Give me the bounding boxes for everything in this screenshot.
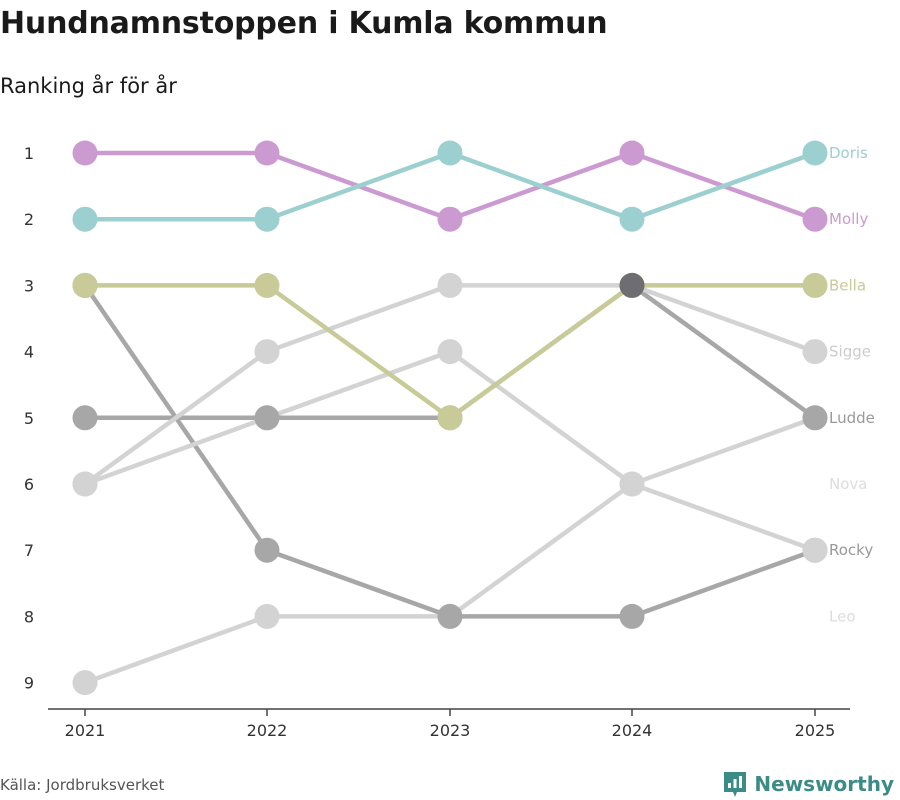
y-tick-label: 1 [24,144,34,163]
series-point-molly [619,140,645,166]
series-point-nova [619,471,645,497]
end-label-doris: Doris [829,144,868,162]
y-tick-label: 2 [24,210,34,229]
series-point-sigge [72,471,98,497]
series-point-bella [254,272,280,298]
x-tick-label: 2025 [795,721,836,740]
series-point-nova [437,339,463,365]
series-point-doris [254,206,280,232]
end-label-molly: Molly [829,210,868,228]
series-point-molly [437,206,463,232]
chart-title: Hundnamnstoppen i Kumla kommun [0,6,608,41]
series-point-ludde [72,405,98,431]
y-tick-label: 6 [24,475,34,494]
series-point-leo [254,603,280,629]
y-tick-label: 8 [24,607,34,626]
series-line-sigge [82,283,818,487]
source-note: Källa: Jordbruksverket [0,776,165,794]
series-point-sigge [437,272,463,298]
series-line-nova [82,349,818,553]
end-label-rocky: Rocky [829,541,873,559]
series-point-bella [72,272,98,298]
series-point-sigge [802,339,828,365]
series-point-doris [72,206,98,232]
y-tick-label: 7 [24,541,34,560]
chart-subtitle: Ranking år för år [0,74,177,98]
series-point-ludde [802,405,828,431]
series-point-nova [802,537,828,563]
end-label-sigge: Sigge [829,343,871,361]
series-point-bella [437,405,463,431]
end-label-leo: Leo [829,607,856,625]
y-tick-label: 3 [24,276,34,295]
series-point-rocky [619,603,645,629]
x-tick-label: 2024 [612,721,653,740]
y-tick-label: 4 [24,343,34,362]
series-point-molly [802,206,828,232]
y-tick-label: 5 [24,409,34,428]
end-label-nova: Nova [829,475,867,493]
series-point-doris [802,140,828,166]
series-point-rocky [254,537,280,563]
x-axis-ticks: 2021 2022 2023 2024 2025 [65,709,836,740]
series-point-rocky [437,603,463,629]
end-label-bella: Bella [829,276,866,294]
brand-logo[interactable]: Newsworthy [722,770,894,798]
overlap-point [619,272,645,298]
series-point-molly [72,140,98,166]
series-point-ludde [254,405,280,431]
series-point-doris [619,206,645,232]
x-tick-label: 2021 [65,721,106,740]
x-tick-label: 2022 [247,721,288,740]
y-axis-ticks: 1 2 3 4 5 6 7 8 9 [24,144,34,693]
series-point-molly [254,140,280,166]
series-point-leo [72,670,98,696]
brand-name: Newsworthy [754,772,894,796]
y-tick-label: 9 [24,674,34,693]
series-point-bella [802,272,828,298]
newsworthy-logo-icon [722,770,748,798]
x-tick-label: 2023 [430,721,471,740]
series-line-rocky [82,283,818,619]
series-points [72,140,828,696]
series-point-sigge [254,339,280,365]
end-label-ludde: Ludde [829,409,875,427]
series-line-leo [82,415,818,685]
end-labels: Doris Molly Bella Sigge Ludde Nova Rocky Leo [829,144,875,625]
series-point-doris [437,140,463,166]
